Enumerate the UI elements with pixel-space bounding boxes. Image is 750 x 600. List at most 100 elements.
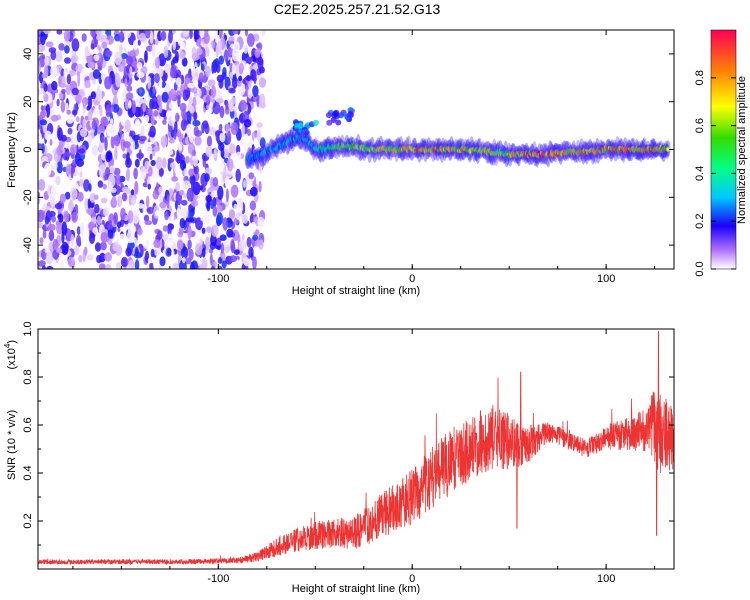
noise-speckle xyxy=(105,264,112,269)
noise-speckle xyxy=(138,148,142,162)
noise-speckle xyxy=(225,188,229,203)
noise-speckle xyxy=(189,105,195,114)
noise-speckle xyxy=(89,192,96,203)
noise-speckle xyxy=(38,44,46,53)
noise-speckle xyxy=(38,60,41,74)
noise-speckle xyxy=(68,69,76,77)
noise-speckle xyxy=(172,39,177,51)
noise-speckle xyxy=(249,222,257,233)
x-tick-label: 0 xyxy=(409,573,415,585)
noise-speckle xyxy=(204,215,210,225)
noise-speckle xyxy=(153,110,159,117)
noise-speckle xyxy=(245,56,254,63)
noise-speckle xyxy=(220,147,225,158)
noise-speckle xyxy=(126,230,134,244)
noise-speckle xyxy=(208,127,216,136)
noise-speckle xyxy=(181,42,186,48)
noise-speckle xyxy=(221,260,227,269)
noise-speckle xyxy=(43,30,51,35)
noise-speckle xyxy=(64,151,71,157)
noise-speckle xyxy=(197,256,201,267)
noise-speckle xyxy=(130,189,135,196)
noise-speckle xyxy=(245,75,252,82)
noise-speckle xyxy=(252,256,257,269)
noise-speckle xyxy=(158,186,163,195)
noise-speckle xyxy=(226,228,234,238)
noise-speckle xyxy=(150,113,155,126)
noise-speckle xyxy=(75,116,80,123)
noise-speckle xyxy=(180,208,189,219)
noise-speckle xyxy=(38,191,41,198)
noise-speckle xyxy=(117,227,121,233)
noise-speckle xyxy=(186,187,194,202)
noise-speckle xyxy=(93,108,99,118)
noise-speckle xyxy=(259,30,263,39)
colorbar-frame xyxy=(710,29,737,270)
noise-speckle xyxy=(259,93,266,108)
noise-speckle xyxy=(98,139,105,154)
noise-speckle xyxy=(188,96,193,104)
noise-speckle xyxy=(207,79,216,87)
noise-speckle xyxy=(100,72,106,82)
snr-y-axis-label: SNR (10 * v/v) xyxy=(6,410,18,480)
noise-speckle xyxy=(212,205,218,217)
noise-speckle xyxy=(67,230,72,240)
noise-speckle xyxy=(126,85,133,92)
noise-speckle xyxy=(71,38,80,52)
noise-speckle xyxy=(111,196,117,206)
noise-speckle xyxy=(185,217,194,223)
noise-speckle xyxy=(212,177,219,187)
noise-speckle xyxy=(50,185,59,198)
noise-speckle xyxy=(150,159,156,167)
noise-speckle xyxy=(146,45,154,52)
noise-speckle xyxy=(253,137,258,148)
noise-speckle xyxy=(94,203,100,214)
noise-speckle xyxy=(98,256,103,263)
noise-speckle xyxy=(230,184,239,198)
noise-speckle xyxy=(118,31,125,43)
noise-speckle xyxy=(148,131,156,138)
noise-speckle xyxy=(162,119,167,125)
noise-speckle xyxy=(188,248,194,261)
spectrogram-ticks: -100 0 100 -40 -20 0 20 40 xyxy=(22,30,674,285)
noise-speckle xyxy=(148,166,153,177)
noise-speckle xyxy=(59,193,67,204)
noise-speckle xyxy=(212,261,218,267)
noise-speckle xyxy=(154,73,160,84)
noise-speckle xyxy=(228,87,236,94)
noise-speckle xyxy=(106,123,114,137)
noise-speckle xyxy=(191,260,198,269)
noise-speckle xyxy=(168,30,173,44)
colorbar: 0.0 0.2 0.4 0.6 0.8 Normalized spectral ampl… xyxy=(694,29,748,277)
y-tick-label: 40 xyxy=(22,48,34,60)
noise-speckle xyxy=(88,232,96,244)
noise-speckle xyxy=(162,233,169,241)
noise-speckle xyxy=(182,89,189,101)
snr-marks xyxy=(38,331,674,566)
noise-speckle xyxy=(256,129,262,142)
noise-speckle xyxy=(110,118,114,125)
noise-speckle xyxy=(100,116,108,127)
noise-speckle xyxy=(156,156,163,170)
noise-speckle xyxy=(60,100,66,113)
noise-speckle xyxy=(88,183,92,192)
noise-speckle xyxy=(153,145,161,152)
noise-speckle xyxy=(66,116,74,124)
noise-speckle xyxy=(120,53,128,59)
noise-speckle xyxy=(236,79,242,87)
noise-speckle xyxy=(65,163,72,175)
noise-speckle xyxy=(185,155,190,164)
noise-speckle xyxy=(51,80,58,91)
noise-speckle xyxy=(144,265,150,269)
noise-speckle xyxy=(104,252,112,262)
noise-speckle xyxy=(117,195,122,208)
noise-speckle xyxy=(183,168,187,177)
noise-speckle xyxy=(147,76,152,91)
noise-speckle xyxy=(257,42,263,51)
noise-speckle xyxy=(96,34,102,41)
noise-speckle xyxy=(83,179,90,192)
noise-speckle xyxy=(54,202,63,210)
noise-speckle xyxy=(112,103,120,113)
noise-speckle xyxy=(162,157,167,169)
noise-speckle xyxy=(227,46,232,58)
